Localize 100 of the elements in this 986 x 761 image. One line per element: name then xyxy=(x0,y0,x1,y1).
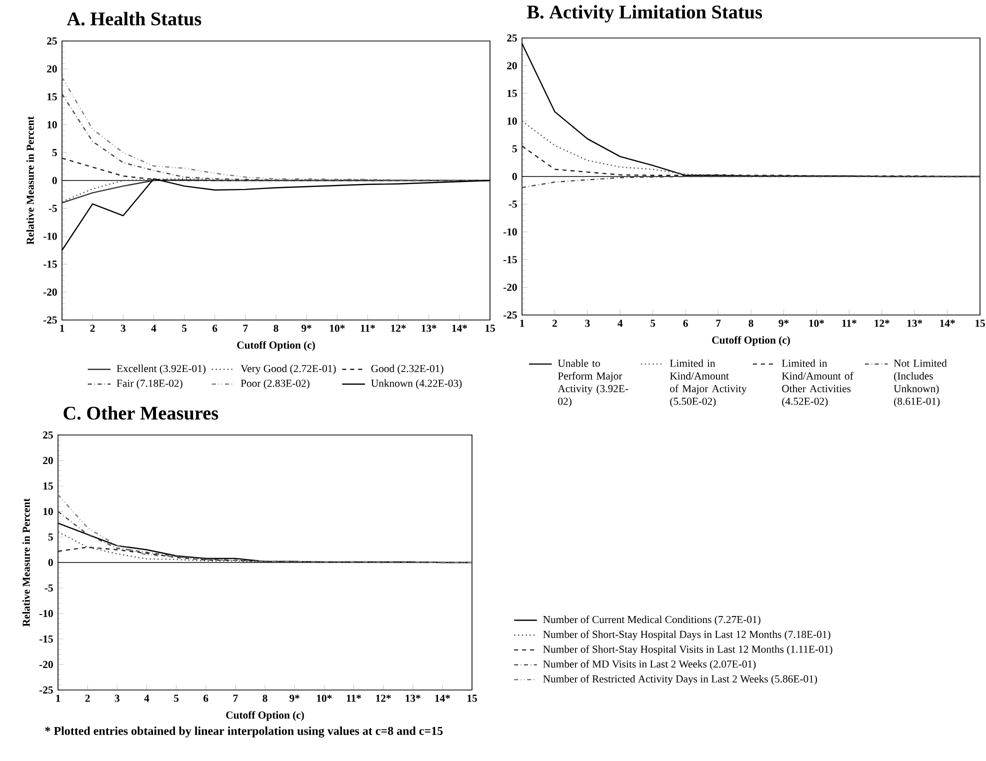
x-tick-label: 5 xyxy=(174,694,179,702)
y-tick-label: -25 xyxy=(43,316,57,324)
chart-title: C. Other Measures xyxy=(64,406,218,420)
x-axis-title: Cutoff Option (c) xyxy=(712,336,790,346)
x-tick-label: 1 xyxy=(56,694,60,702)
x-tick-label: 8 xyxy=(748,320,754,327)
x-tick-label: 10* xyxy=(317,694,332,702)
y-axis-title: Relative Measure in Percent xyxy=(26,116,34,245)
y-tick-label: -25 xyxy=(39,686,53,694)
x-tick-label: 12* xyxy=(874,320,890,327)
x-tick-label: 3 xyxy=(585,320,590,327)
legend-label: Number of Short-Stay Hospital Visits in Last 12 Months (1.11E-01) xyxy=(543,645,832,656)
legend-label: Poor (2.83E-02) xyxy=(240,379,310,390)
y-tick-label: 15 xyxy=(507,90,517,97)
x-tick-label: 1 xyxy=(60,324,64,332)
x-tick-label: 10* xyxy=(330,324,345,332)
chart-title: A. Health Status xyxy=(66,12,202,26)
x-tick-label: 1 xyxy=(520,320,524,327)
legend-label: Good (2.32E-01) xyxy=(371,364,444,374)
x-axis-title: Cutoff Option (c) xyxy=(237,341,315,351)
x-tick-label: 8 xyxy=(262,694,268,702)
x-tick-label: 2 xyxy=(85,694,90,702)
x-axis-title: Cutoff Option (c) xyxy=(226,711,304,721)
x-tick-label: 12* xyxy=(376,694,391,702)
y-tick-label: -25 xyxy=(503,311,517,319)
y-tick-label: 0 xyxy=(512,172,517,180)
y-axis-title: Relative Measure in Percent xyxy=(22,498,30,627)
chart-title: B. Activity Limitation Status xyxy=(527,5,762,23)
x-tick-label: 7 xyxy=(233,694,238,702)
y-tick-label: 20 xyxy=(43,456,53,464)
legend-label: Number of Restricted Activity Days in Last 2 Weeks (5.86E-01) xyxy=(543,674,817,685)
y-tick-label: -10 xyxy=(43,232,57,240)
legend-label: Number of MD Visits in Last 2 Weeks (2.07E-01) xyxy=(543,660,756,670)
x-tick-label: 13* xyxy=(406,694,420,702)
y-tick-label: 10 xyxy=(507,118,517,125)
x-tick-label: 6 xyxy=(212,324,218,332)
x-tick-label: 6 xyxy=(683,320,688,327)
y-tick-label: -15 xyxy=(503,256,517,264)
text: * Plotted entries obtained by linear interpolation using values at c=8 and c=15 xyxy=(45,726,443,738)
x-tick-label: 15 xyxy=(486,324,495,332)
y-tick-label: -20 xyxy=(43,288,57,296)
y-tick-label: -5 xyxy=(508,200,517,208)
x-tick-label: 4 xyxy=(151,324,156,332)
legend-label: Fair (7.18E-02) xyxy=(116,379,182,390)
x-tick-label: 10* xyxy=(809,320,824,327)
y-tick-label: -15 xyxy=(39,635,53,643)
x-tick-label: 9* xyxy=(302,324,312,332)
y-tick-label: -5 xyxy=(48,204,57,212)
y-tick-label: 25 xyxy=(507,34,517,42)
x-tick-label: 11* xyxy=(346,694,361,702)
y-tick-label: -10 xyxy=(503,228,517,236)
x-tick-label: 15 xyxy=(468,694,477,702)
y-tick-label: 5 xyxy=(48,533,53,541)
x-tick-label: 8 xyxy=(274,324,278,332)
x-tick-label: 9* xyxy=(778,320,789,327)
x-tick-label: 5 xyxy=(182,324,187,332)
legend-label: Limited in Kind/Amount of Other Activities (4.52E-02) xyxy=(782,359,854,408)
y-tick-label: -20 xyxy=(503,284,517,291)
y-tick-label: 25 xyxy=(43,431,53,439)
x-tick-label: 11* xyxy=(360,324,375,332)
x-tick-label: 4 xyxy=(618,320,623,327)
legend-label: Number of Current Medical Conditions (7.27E-01) xyxy=(543,616,760,626)
legend-label: Excellent (3.92E-01) xyxy=(116,364,206,374)
legend-label: Unable to Perform Major Activity (3.92E-02) xyxy=(558,359,628,408)
x-tick-label: 4 xyxy=(144,694,150,702)
x-tick-label: 12* xyxy=(391,324,406,332)
x-tick-label: 14* xyxy=(435,694,450,702)
legend-label: Number of Short-Stay Hospital Days in Last 12 Months (7.18E-01) xyxy=(543,630,830,640)
x-tick-label: 9* xyxy=(290,694,300,702)
y-tick-label: -10 xyxy=(39,610,53,618)
x-tick-label: 3 xyxy=(114,694,120,702)
legend-label: Limited in Kind/Amount of Major Activity (5.50E-02) xyxy=(670,359,747,408)
legend-label: Unknown (4.22E-03) xyxy=(371,379,462,390)
x-tick-label: 3 xyxy=(120,324,126,332)
x-tick-label: 7 xyxy=(243,324,248,332)
legend-label: Very Good (2.72E-01) xyxy=(240,364,336,374)
x-tick-label: 15 xyxy=(976,320,985,327)
y-tick-label: 0 xyxy=(52,176,57,184)
x-tick-label: 14* xyxy=(940,320,955,327)
y-tick-label: 20 xyxy=(507,62,517,70)
y-tick-label: 10 xyxy=(43,508,53,516)
y-tick-label: 0 xyxy=(48,558,53,566)
x-tick-label: 2 xyxy=(552,320,557,327)
y-tick-label: 15 xyxy=(43,482,53,490)
y-tick-label: -15 xyxy=(43,260,57,268)
x-tick-label: 6 xyxy=(204,694,208,702)
legend-label: Not Limited (Includes Unknown) (8.61E-01) xyxy=(894,359,947,408)
x-tick-label: 5 xyxy=(650,320,656,327)
x-tick-label: 2 xyxy=(90,324,95,332)
x-tick-label: 13* xyxy=(422,324,436,332)
y-tick-label: -5 xyxy=(44,584,53,592)
y-tick-label: 25 xyxy=(47,37,57,45)
x-tick-label: 7 xyxy=(716,320,721,327)
x-tick-label: 11* xyxy=(842,320,856,327)
x-tick-label: 13* xyxy=(907,320,922,327)
y-tick-label: -20 xyxy=(39,660,53,668)
y-tick-label: 5 xyxy=(512,145,517,152)
y-tick-label: 15 xyxy=(47,93,57,100)
y-tick-label: 20 xyxy=(47,65,57,72)
y-tick-label: 5 xyxy=(52,149,57,156)
